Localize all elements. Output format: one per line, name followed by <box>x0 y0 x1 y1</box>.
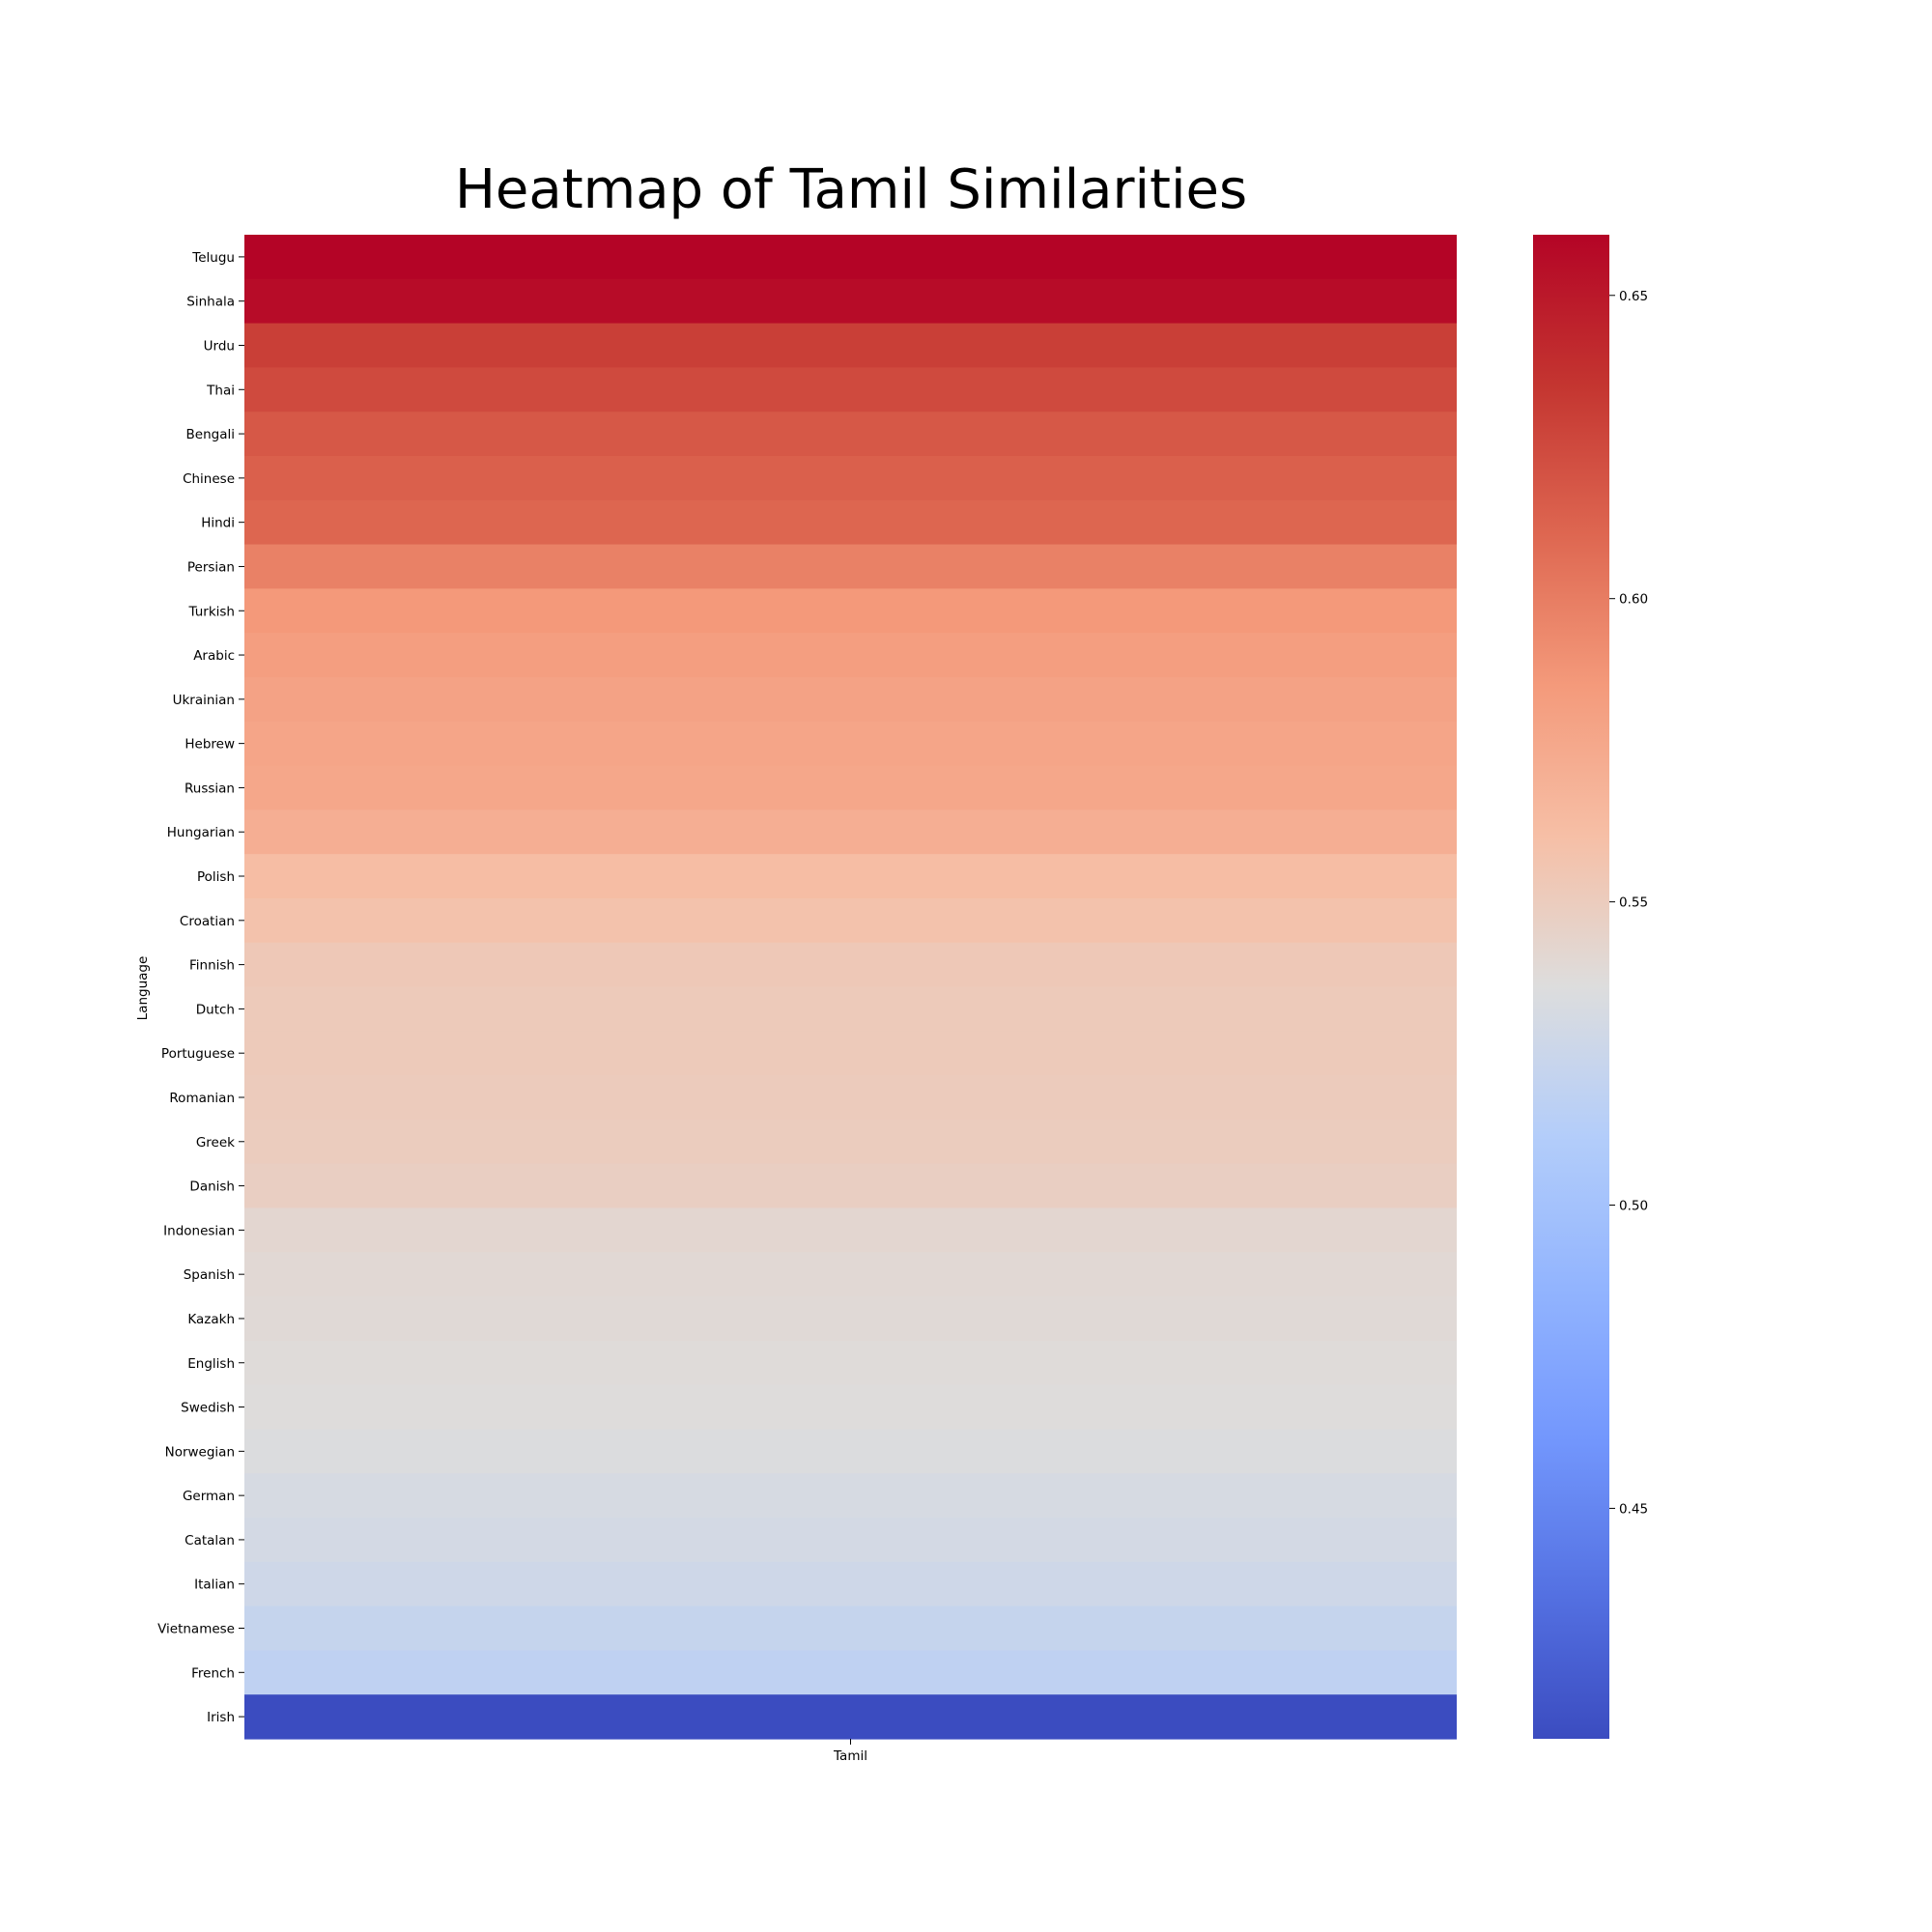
heatmap-cell <box>244 897 1457 944</box>
heatmap-cell <box>244 235 1457 280</box>
y-tick-label: Urdu <box>204 338 235 354</box>
y-tick-label: Thai <box>206 383 235 398</box>
y-tick-label: Arabic <box>193 648 235 664</box>
colorbar-tick-label: 0.50 <box>1619 1199 1648 1214</box>
heatmap-cell <box>244 1518 1457 1563</box>
y-tick-label: Hindi <box>201 516 235 531</box>
heatmap-cell <box>244 1163 1457 1209</box>
heatmap-cell <box>244 1694 1457 1740</box>
y-tick-label: Finnish <box>189 958 235 974</box>
y-tick-label: Russian <box>185 781 235 796</box>
y-tick-label: Telugu <box>191 250 235 266</box>
heatmap-cell <box>244 1252 1457 1297</box>
colorbar-tick-label: 0.55 <box>1619 895 1648 911</box>
y-ticks: Telugu Sinhala Urdu Thai Bengali Chinese Hindi… <box>157 250 244 1725</box>
y-tick-label: Dutch <box>196 1002 235 1017</box>
y-tick-label: French <box>191 1665 235 1681</box>
heatmap-cell <box>244 1119 1457 1165</box>
heatmap-cell <box>244 455 1457 501</box>
y-tick-label: Sinhala <box>186 295 235 310</box>
heatmap-cell <box>244 721 1457 767</box>
y-tick-label: Croatian <box>180 914 235 929</box>
y-tick-label: Swedish <box>181 1401 235 1416</box>
colorbar-tick-label: 0.60 <box>1619 592 1648 608</box>
heatmap-cell <box>244 278 1457 325</box>
y-tick-label: Polish <box>197 869 235 885</box>
heatmap-cell <box>244 854 1457 899</box>
heatmap-cell <box>244 633 1457 678</box>
y-tick-label: Greek <box>196 1135 235 1151</box>
y-tick-label: English <box>187 1356 235 1372</box>
heatmap-cell <box>244 1384 1457 1431</box>
y-tick-label: Danish <box>189 1179 235 1195</box>
heatmap-cell <box>244 1561 1457 1607</box>
heatmap-cell <box>244 810 1457 855</box>
colorbar-ticks: 0.45 0.50 0.55 0.60 0.65 <box>1609 289 1648 1517</box>
heatmap-cell <box>244 1075 1457 1121</box>
colorbar <box>1533 235 1609 1739</box>
heatmap-cell <box>244 1650 1457 1695</box>
y-tick-label: Kazakh <box>187 1312 235 1327</box>
heatmap-cell <box>244 367 1457 412</box>
heatmap-cell <box>244 323 1457 368</box>
y-tick-label: Persian <box>187 559 235 575</box>
x-tick-label: Tamil <box>833 1748 867 1764</box>
heatmap-cell <box>244 544 1457 589</box>
heatmap-cell <box>244 986 1457 1032</box>
y-tick-label: German <box>183 1489 235 1504</box>
heatmap-cell <box>244 1031 1457 1076</box>
y-tick-label: Italian <box>194 1577 235 1593</box>
heatmap-cell <box>244 676 1457 723</box>
heatmap-cell <box>244 1296 1457 1342</box>
heatmap-cell <box>244 1208 1457 1253</box>
heatmap-cell <box>244 1605 1457 1652</box>
y-tick-label: Norwegian <box>165 1444 235 1460</box>
heatmap-cell <box>244 1473 1457 1519</box>
heatmap-cell <box>244 1429 1457 1474</box>
y-tick-label: Romanian <box>169 1091 235 1106</box>
y-tick-label: Bengali <box>186 427 235 442</box>
y-tick-label: Ukrainian <box>173 693 235 708</box>
y-tick-label: Spanish <box>184 1267 235 1283</box>
y-tick-label: Indonesian <box>163 1223 235 1238</box>
heatmap-cell <box>244 942 1457 988</box>
heatmap-cells <box>244 235 1457 1740</box>
y-tick-label: Hungarian <box>167 825 235 840</box>
y-tick-label: Hebrew <box>185 737 235 753</box>
heatmap-cell <box>244 765 1457 810</box>
heatmap-cell <box>244 499 1457 546</box>
x-ticks: Tamil <box>833 1739 867 1764</box>
y-tick-label: Vietnamese <box>157 1622 235 1637</box>
y-axis-label: Language <box>135 956 151 1021</box>
y-tick-label: Turkish <box>188 604 235 619</box>
heatmap-cell <box>244 412 1457 457</box>
chart-title: Heatmap of Tamil Similarities <box>455 158 1247 221</box>
y-tick-label: Chinese <box>183 471 235 487</box>
y-tick-label: Catalan <box>185 1533 235 1548</box>
y-tick-label: Portuguese <box>161 1046 235 1062</box>
colorbar-tick-label: 0.45 <box>1619 1501 1648 1517</box>
y-tick-label: Irish <box>207 1710 235 1725</box>
colorbar-tick-label: 0.65 <box>1619 289 1648 304</box>
heatmap-cell <box>244 588 1457 634</box>
heatmap-cell <box>244 1340 1457 1386</box>
